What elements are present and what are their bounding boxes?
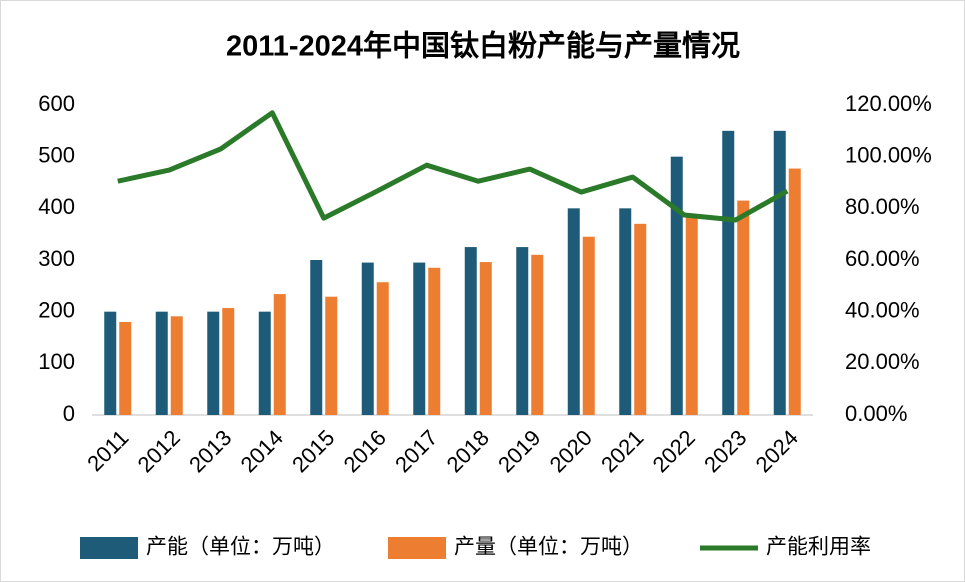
bar xyxy=(722,130,735,416)
bar xyxy=(222,308,235,415)
bar xyxy=(685,215,698,415)
bar xyxy=(516,247,529,415)
bar xyxy=(428,267,441,415)
bar xyxy=(670,156,683,415)
y-tick-label: 500 xyxy=(38,142,75,167)
bar xyxy=(155,311,168,415)
bar xyxy=(361,262,374,415)
legend-swatch xyxy=(388,537,446,559)
bar xyxy=(531,254,544,415)
legend-label: 产能（单位：万吨） xyxy=(146,536,335,559)
bar xyxy=(464,247,477,415)
y2-tick-label: 20.00% xyxy=(845,349,920,374)
bar xyxy=(413,262,426,415)
bar xyxy=(325,296,338,415)
y-tick-label: 400 xyxy=(38,194,75,219)
y2-tick-label: 100.00% xyxy=(845,142,932,167)
y-tick-label: 200 xyxy=(38,297,75,322)
bar xyxy=(567,208,580,415)
legend-label: 产能利用率 xyxy=(766,536,871,559)
bar xyxy=(170,316,183,415)
bar xyxy=(737,200,750,415)
y2-tick-label: 80.00% xyxy=(845,194,920,219)
y2-tick-label: 60.00% xyxy=(845,246,920,271)
bar xyxy=(619,208,632,415)
line xyxy=(117,110,789,223)
legend-label: 产量（单位：万吨） xyxy=(454,536,643,559)
bar xyxy=(376,282,389,415)
chart-title: 2011-2024年中国钛白粉产能与产量情况 xyxy=(226,29,740,63)
y-tick-label: 0 xyxy=(63,401,75,426)
bar xyxy=(119,322,132,415)
bar xyxy=(773,130,786,416)
y-tick-label: 300 xyxy=(38,246,75,271)
y2-tick-label: 0.00% xyxy=(845,401,907,426)
y-tick-label: 100 xyxy=(38,349,75,374)
legend-swatch xyxy=(80,537,138,559)
y2-tick-label: 120.00% xyxy=(845,91,932,116)
bar xyxy=(788,168,801,415)
y-tick-label: 600 xyxy=(38,91,75,116)
bar xyxy=(479,262,492,415)
bar xyxy=(582,236,595,415)
bar xyxy=(310,260,323,415)
bar xyxy=(104,311,117,415)
y2-tick-label: 40.00% xyxy=(845,297,920,322)
bar xyxy=(634,223,647,415)
bar xyxy=(273,294,286,415)
bar xyxy=(258,311,271,415)
bar xyxy=(207,311,220,415)
